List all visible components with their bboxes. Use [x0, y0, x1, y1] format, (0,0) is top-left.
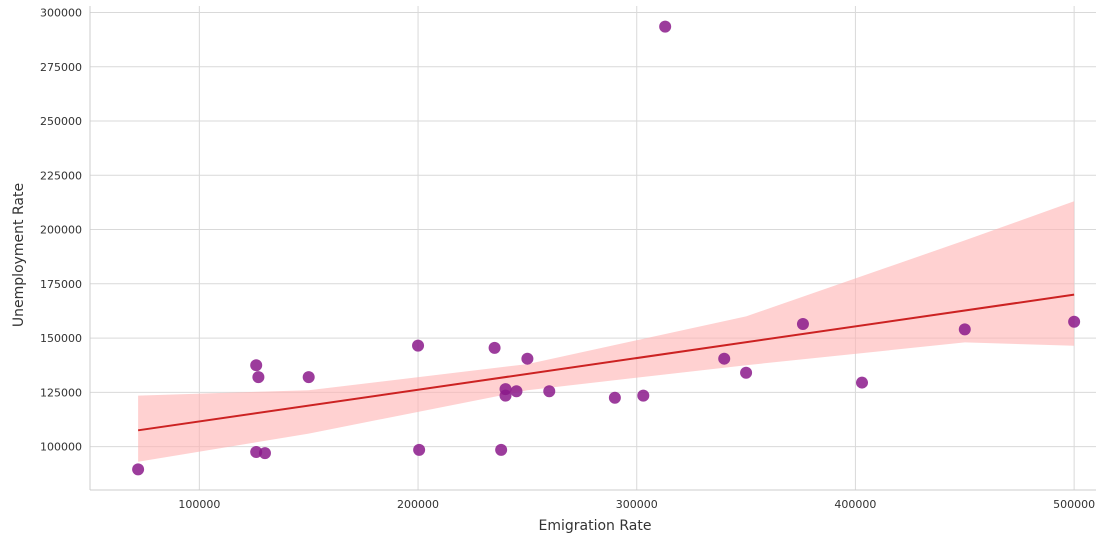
confidence-band-layer — [138, 201, 1075, 462]
axes — [89, 6, 1096, 491]
data-point — [796, 317, 809, 330]
y-tick-label: 100000 — [40, 441, 82, 454]
data-point — [510, 385, 523, 398]
data-point — [1068, 315, 1081, 328]
x-tick-label: 300000 — [616, 498, 658, 511]
data-point — [543, 385, 556, 398]
data-point — [302, 371, 315, 384]
y-tick-label: 250000 — [40, 115, 82, 128]
x-tick-label: 400000 — [834, 498, 876, 511]
y-tick-label: 150000 — [40, 332, 82, 345]
y-tick-label: 200000 — [40, 224, 82, 237]
data-point — [608, 391, 621, 404]
data-point — [521, 352, 534, 365]
x-tick-label: 500000 — [1053, 498, 1095, 511]
data-point — [740, 366, 753, 379]
data-point — [413, 443, 426, 456]
y-tick-label: 125000 — [40, 386, 82, 399]
data-point — [499, 389, 512, 402]
tick-labels: 100000 200000 300000 400000 500000 100000 1250… — [40, 7, 1095, 511]
y-axis-label: Unemployment Rate — [11, 183, 27, 327]
data-point — [250, 359, 263, 372]
x-axis-label: Emigration Rate — [539, 518, 652, 534]
data-point — [488, 341, 501, 354]
data-point — [412, 339, 425, 352]
data-point — [958, 323, 971, 336]
x-tick-label: 100000 — [178, 498, 220, 511]
y-tick-label: 300000 — [40, 7, 82, 20]
regression-line — [137, 293, 1075, 432]
y-tick-label: 225000 — [40, 169, 82, 182]
data-point — [659, 20, 672, 33]
y-tick-label: 275000 — [40, 61, 82, 74]
regression-line-layer — [137, 293, 1075, 432]
data-points — [132, 20, 1081, 476]
data-point — [252, 371, 265, 384]
data-point — [132, 463, 145, 476]
data-point — [258, 447, 271, 460]
data-point — [855, 376, 868, 389]
data-point — [250, 446, 263, 459]
confidence-band — [138, 201, 1075, 462]
x-tick-label: 200000 — [397, 498, 439, 511]
y-tick-label: 175000 — [40, 278, 82, 291]
data-point — [495, 443, 508, 456]
data-point — [718, 352, 731, 365]
data-point — [637, 389, 650, 402]
